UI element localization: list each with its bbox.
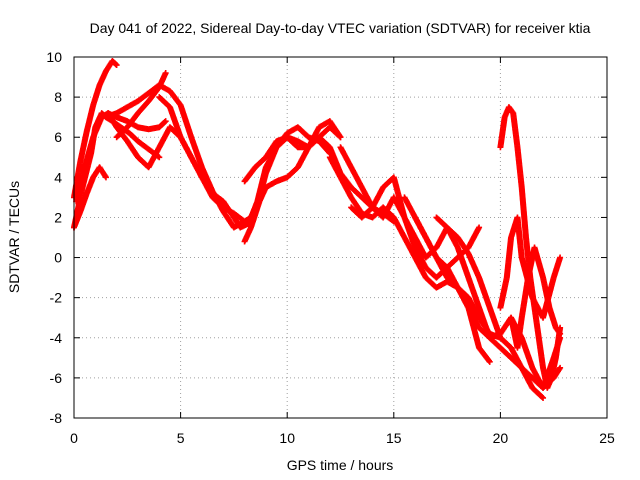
series-trace-3 xyxy=(71,164,109,231)
data-point xyxy=(162,70,169,77)
data-point xyxy=(162,118,169,125)
x-tick-label: 25 xyxy=(599,430,615,446)
series-trace-12 xyxy=(337,144,397,221)
x-tick-label: 15 xyxy=(386,430,402,446)
series-trace-7 xyxy=(113,70,169,141)
chart-title: Day 041 of 2022, Sidereal Day-to-day VTE… xyxy=(90,20,591,36)
data-point xyxy=(102,174,109,181)
series-trace-1 xyxy=(71,58,120,201)
x-tick-label: 0 xyxy=(70,430,78,446)
data-points xyxy=(71,58,564,401)
data-point xyxy=(161,119,168,126)
x-axis-label: GPS time / hours xyxy=(287,457,394,473)
y-tick-label: 0 xyxy=(54,250,62,266)
series-trace-9 xyxy=(241,124,344,245)
y-tick-label: -4 xyxy=(50,330,63,346)
x-tick-label: 10 xyxy=(279,430,295,446)
y-tick-label: 10 xyxy=(46,49,62,65)
data-point xyxy=(337,134,344,141)
x-tick-label: 20 xyxy=(493,430,509,446)
series-trace-4 xyxy=(73,110,169,205)
y-tick-label: 4 xyxy=(54,169,62,185)
y-axis-label: SDTVAR / TECUs xyxy=(6,181,22,293)
data-point xyxy=(486,358,493,365)
x-tick-label: 5 xyxy=(177,430,185,446)
data-point xyxy=(112,61,119,68)
y-tick-label: -2 xyxy=(50,290,63,306)
y-tick-label: 8 xyxy=(54,89,62,105)
y-tick-label: -6 xyxy=(50,370,63,386)
y-tick-label: 2 xyxy=(54,209,62,225)
data-point xyxy=(113,62,120,69)
tick-labels: 0 5 10 15 20 25 -8 -6 -4 -2 0 2 4 6 8 10 xyxy=(46,49,615,446)
data-point xyxy=(336,133,343,140)
y-tick-label: 6 xyxy=(54,129,62,145)
data-point xyxy=(156,154,163,161)
data-point xyxy=(476,224,483,231)
y-tick-label: -8 xyxy=(50,410,63,426)
